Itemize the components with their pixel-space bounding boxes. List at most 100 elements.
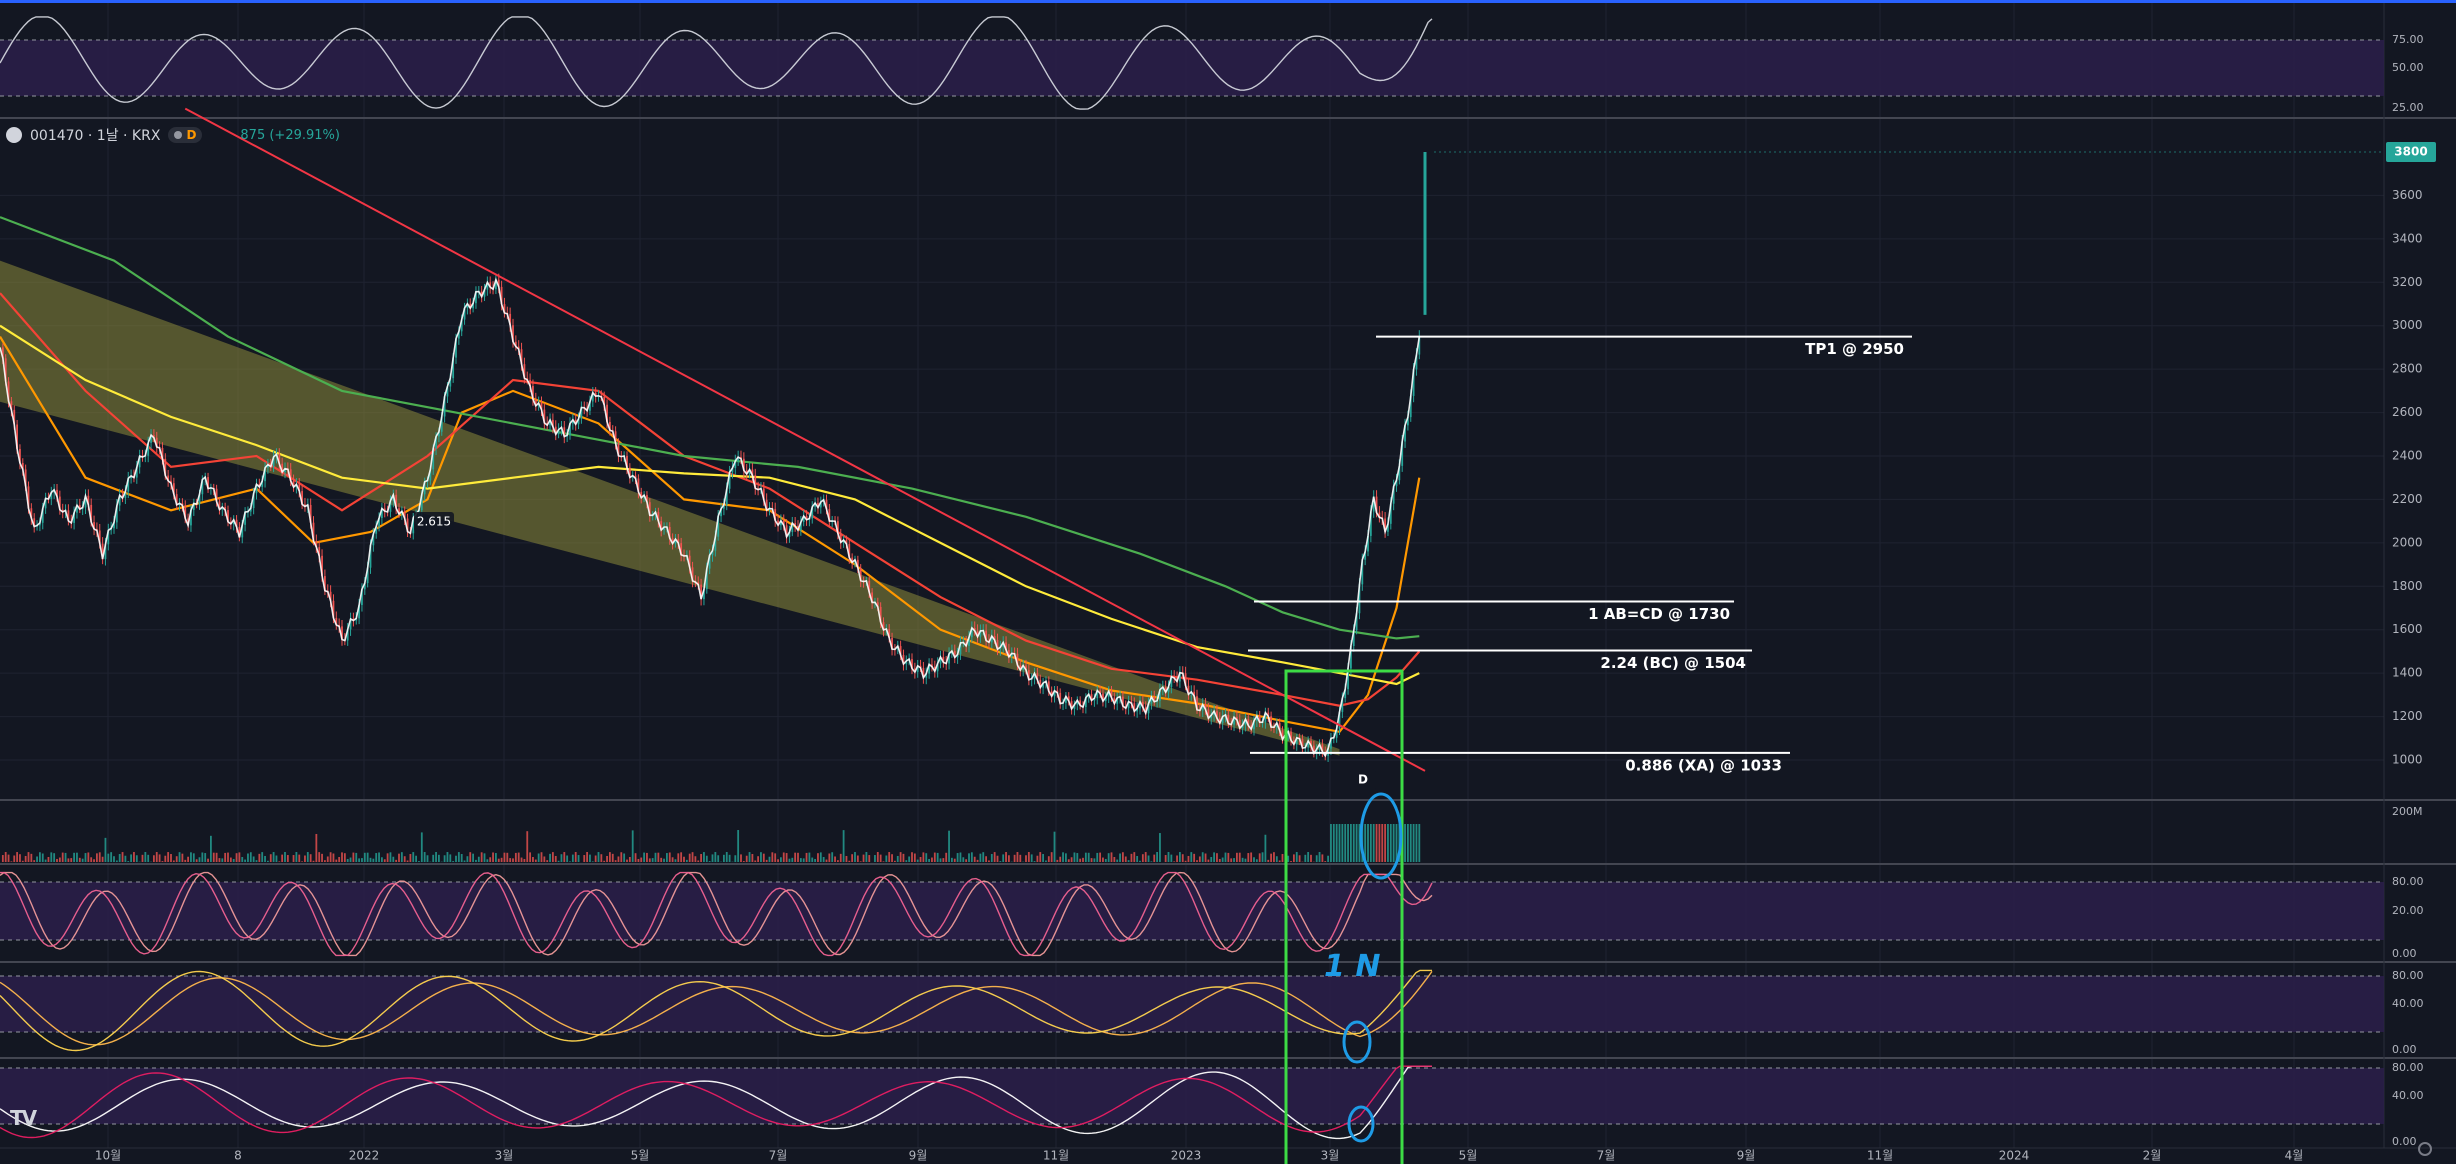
candle-body xyxy=(1067,696,1070,702)
volume-bar xyxy=(919,856,922,862)
candle-body xyxy=(429,469,432,481)
volume-bar xyxy=(215,852,218,862)
candle-body xyxy=(879,606,882,623)
candle-body xyxy=(469,303,472,309)
candle-body xyxy=(1065,696,1067,703)
candle-body xyxy=(475,291,477,304)
candle-body xyxy=(1139,701,1141,709)
volume-bar xyxy=(1350,824,1352,862)
volume-bar xyxy=(569,861,571,862)
volume-bar xyxy=(1387,824,1389,862)
candle-body xyxy=(1392,486,1395,504)
volume-bar xyxy=(81,858,84,862)
volume-bar xyxy=(808,852,811,862)
candle-body xyxy=(1358,584,1361,614)
moving-average-line xyxy=(0,216,1420,640)
candle-body xyxy=(534,399,537,406)
volume-bar xyxy=(497,858,500,862)
time-tick-label: 2024 xyxy=(1999,1149,2030,1163)
volume-bar xyxy=(147,854,150,862)
volume-bar xyxy=(970,852,973,862)
candle-body xyxy=(284,468,286,473)
volume-bar xyxy=(1144,852,1147,862)
volume-bar xyxy=(785,853,788,862)
volume-bar xyxy=(1347,824,1349,862)
candle-body xyxy=(332,600,335,618)
candle-body xyxy=(1295,737,1298,745)
volume-bar xyxy=(212,852,215,862)
volume-bar xyxy=(272,852,275,862)
candle-body xyxy=(1102,693,1104,702)
volume-bar xyxy=(1358,824,1361,862)
volume-bar xyxy=(591,861,594,862)
volume-bar xyxy=(896,855,899,862)
volume-bar xyxy=(1079,858,1082,862)
candle-body xyxy=(614,431,617,444)
volume-bar xyxy=(797,852,799,862)
volume-bar xyxy=(21,860,24,862)
volume-bar xyxy=(1247,853,1250,862)
volume-bar xyxy=(463,860,466,862)
volume-bar xyxy=(962,857,965,862)
volume-bar xyxy=(261,852,264,862)
indicator-toggle[interactable]: D xyxy=(168,127,203,143)
candle-body xyxy=(532,386,534,400)
volume-bar xyxy=(899,852,902,862)
candle-body xyxy=(848,544,851,558)
candle-body xyxy=(617,443,620,456)
volume-bar xyxy=(911,852,913,862)
volume-bar xyxy=(1395,824,1398,862)
gear-icon[interactable] xyxy=(2418,1142,2432,1156)
candle-body xyxy=(1347,668,1349,690)
volume-bar xyxy=(70,858,73,862)
candle-body xyxy=(734,461,737,469)
volume-bar xyxy=(1065,853,1067,862)
volume-bar xyxy=(1236,852,1238,862)
candle-body xyxy=(30,508,33,519)
candle-body xyxy=(27,486,30,509)
volume-bar xyxy=(854,852,856,862)
volume-bar xyxy=(369,857,372,862)
candle-body xyxy=(324,576,326,591)
volume-bar xyxy=(469,852,472,862)
volume-bar xyxy=(1045,860,1047,862)
volume-bar xyxy=(460,854,463,862)
volume-bar xyxy=(16,852,18,862)
volume-bar xyxy=(859,861,862,862)
symbol-legend[interactable]: 001470 · 1날 · KRX D 875 (+29.91%) xyxy=(6,124,340,146)
volume-bar xyxy=(571,854,574,862)
candle-body xyxy=(905,660,908,665)
volume-bar xyxy=(1070,857,1073,862)
oscillator-tick-label: 40.00 xyxy=(2392,1089,2424,1102)
volume-bar xyxy=(332,853,335,862)
candle-body xyxy=(398,508,400,515)
candle-body xyxy=(691,567,694,581)
volume-bar xyxy=(446,852,449,862)
candle-body xyxy=(90,504,93,523)
time-tick-label: 9월 xyxy=(1737,1149,1756,1163)
volume-bar xyxy=(697,860,700,862)
time-tick-label: 11월 xyxy=(1043,1149,1069,1163)
candle-body xyxy=(1281,730,1284,740)
candle-body xyxy=(33,518,36,527)
candle-body xyxy=(1196,696,1198,710)
time-tick-label: 5월 xyxy=(1459,1149,1478,1163)
volume-bar xyxy=(1273,852,1275,862)
price-tick-label: 2800 xyxy=(2392,362,2423,376)
candle-body xyxy=(67,510,70,521)
candle-body xyxy=(1361,559,1364,585)
candle-body xyxy=(1384,518,1386,532)
time-tick-label: 4월 xyxy=(2285,1149,2304,1163)
oscillator-tick-label: 50.00 xyxy=(2392,61,2424,74)
candle-body xyxy=(1127,701,1130,709)
candle-body xyxy=(671,538,674,544)
volume-bar xyxy=(600,854,603,862)
volume-bar xyxy=(483,853,486,862)
volume-bar xyxy=(443,855,446,862)
volume-bar xyxy=(190,852,192,862)
candle-body xyxy=(1193,691,1196,697)
volume-bar xyxy=(326,856,329,862)
volume-bar xyxy=(646,852,648,862)
volume-bar xyxy=(1190,852,1193,862)
